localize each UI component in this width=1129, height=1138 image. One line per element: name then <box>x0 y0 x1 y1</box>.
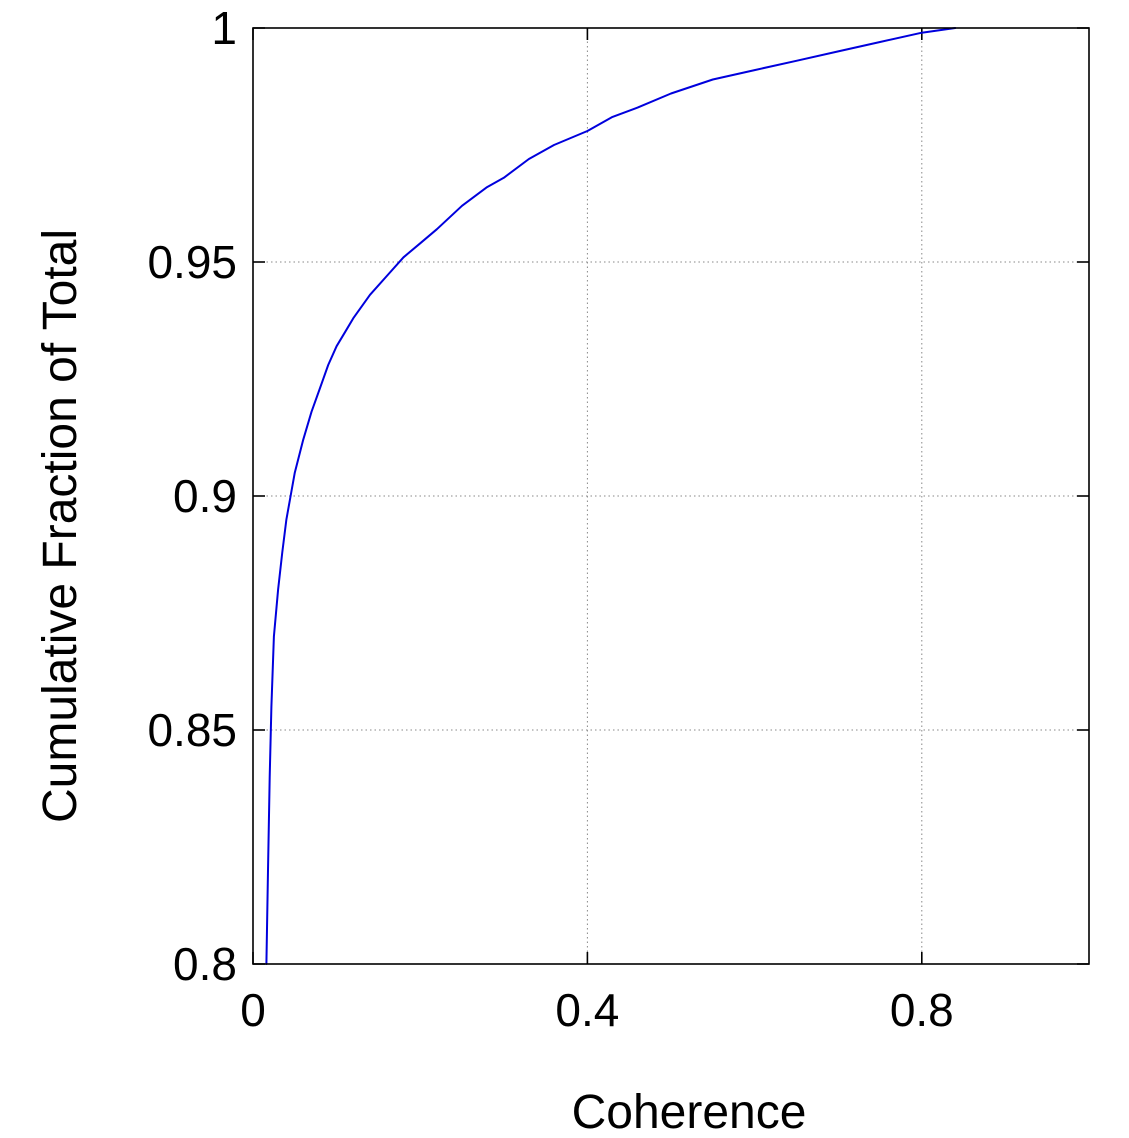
y-axis-title: Cumulative Fraction of Total <box>34 229 87 823</box>
y-tick-label: 0.85 <box>147 704 237 756</box>
x-tick-label: 0.4 <box>555 984 619 1036</box>
y-tick-label: 0.95 <box>147 236 237 288</box>
x-tick-label: 0.8 <box>890 984 954 1036</box>
x-tick-labels: 0 0.4 0.8 <box>240 984 954 1036</box>
plot-background <box>253 28 1089 964</box>
plot-frame <box>252 27 1090 965</box>
series-line-0 <box>265 27 957 965</box>
x-tick-label: 0 <box>240 984 266 1036</box>
y-tick-labels: 0.8 0.85 0.9 0.95 1 <box>147 2 237 990</box>
y-tick-label: 1 <box>211 2 237 54</box>
x-axis-title: Coherence <box>572 1086 807 1138</box>
series-layer <box>265 27 957 965</box>
y-tick-label: 0.8 <box>173 938 237 990</box>
y-tick-label: 0.9 <box>173 470 237 522</box>
